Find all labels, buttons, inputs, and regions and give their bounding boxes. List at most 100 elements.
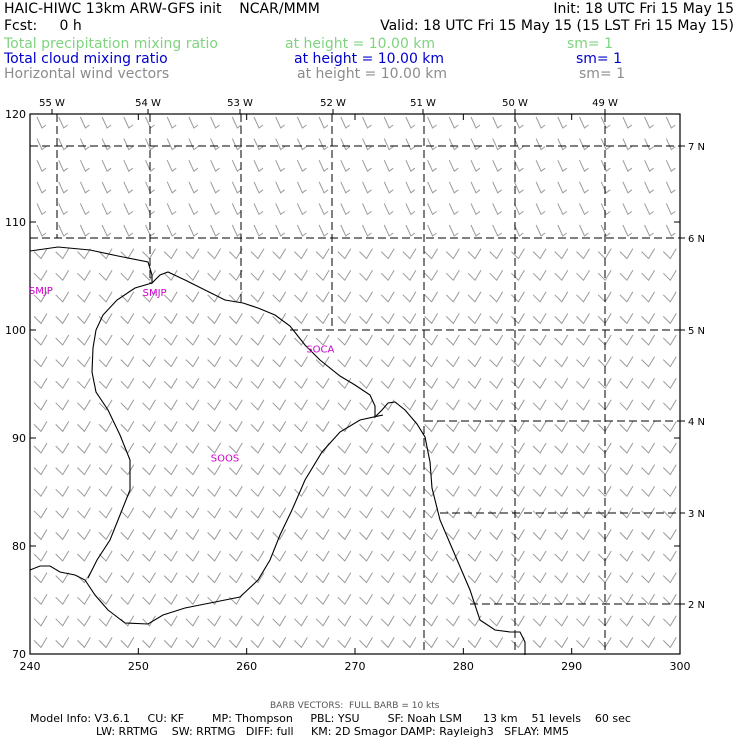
wind-barb [228,529,243,541]
wind-barb [250,442,265,454]
wind-barb [513,116,524,129]
wind-barb [380,356,395,368]
wind-barb [315,572,330,584]
wind-barb [489,269,504,282]
wind-barb [272,248,287,260]
wind-barb [79,116,90,129]
wind-barb [576,356,590,368]
wind-barb [402,334,417,346]
wind-barb [532,421,547,433]
wind-barb [576,421,590,433]
wind-barb [467,442,482,454]
wind-barb [55,269,70,282]
wind-barb [380,572,395,584]
wind-barb [77,593,91,606]
wind-barb [445,269,460,282]
wind-barb [253,224,264,237]
wind-barb [380,485,395,498]
wind-barb [55,313,70,325]
wind-barb [142,637,156,649]
wind-barb [662,248,677,260]
wind-barb [294,529,308,541]
wind-barb [579,138,589,151]
wind-barb [166,116,177,129]
wind-barb [337,593,352,606]
wind-barb [272,529,287,541]
wind-barb [619,464,634,476]
wind-barb [644,224,654,237]
wind-barb [163,572,178,584]
wind-barb [380,291,395,303]
wind-barb [294,637,308,649]
wind-barb [511,464,525,476]
wind-barb [231,138,242,151]
wind-barb [467,529,482,541]
wind-barb [163,313,178,325]
wind-barb [445,248,460,260]
wind-barb [250,291,265,303]
wind-barb [142,485,156,498]
wind-barb [296,116,307,129]
region-label: SMJP [29,286,53,297]
wind-barb [535,116,546,129]
wind-barb [489,550,504,562]
wind-barb [210,116,220,129]
wind-barb [576,442,590,454]
wind-barb [142,550,156,562]
wind-barb [123,138,134,151]
wind-barb [337,313,352,325]
wind-barb [619,377,634,390]
wind-barb [641,529,656,541]
wind-barb [315,377,330,390]
wind-barb [380,637,395,649]
wind-barb [210,203,220,216]
wind-barb [120,334,135,346]
wind-barb [77,291,91,303]
wind-barb [641,399,656,411]
wind-barb [163,464,178,476]
wind-barb [424,529,439,541]
wind-barb [120,485,135,498]
wind-barb [315,464,330,476]
region-label: SOOS [211,453,239,464]
wind-barb [554,313,569,325]
wind-barb [424,593,439,606]
wind-barb [77,637,91,649]
wind-barb [120,637,135,649]
wind-barb [427,181,437,194]
wind-barb [98,399,113,411]
wind-barb [33,637,48,649]
wind-barb [58,203,68,216]
wind-barb [33,507,48,519]
wind-barb [228,615,243,627]
wind-barb [402,550,417,562]
wind-barb [424,615,439,627]
wind-barb [492,224,502,237]
wind-barb [33,334,48,346]
wind-barb [77,529,91,541]
lon-label: 54 W [135,98,161,109]
wind-barb [665,181,676,194]
wind-barb [33,442,48,454]
wind-barb [77,248,91,260]
wind-barb [101,181,112,194]
wind-barb [185,529,200,541]
wind-barb [318,116,329,129]
wind-barb [166,159,177,172]
wind-barb [383,224,394,237]
wind-barb [467,421,482,433]
wind-barb [275,116,285,129]
wind-barb [228,507,243,519]
wind-barb [185,637,200,649]
wind-barb [402,313,417,325]
wind-barb [362,224,372,237]
wind-barb [622,138,633,151]
wind-barb [448,138,459,151]
wind-barb [207,593,222,606]
wind-barb [315,291,330,303]
wind-barb [554,442,569,454]
wind-barb [405,159,416,172]
wind-barb [513,181,524,194]
wind-barb [380,421,395,433]
